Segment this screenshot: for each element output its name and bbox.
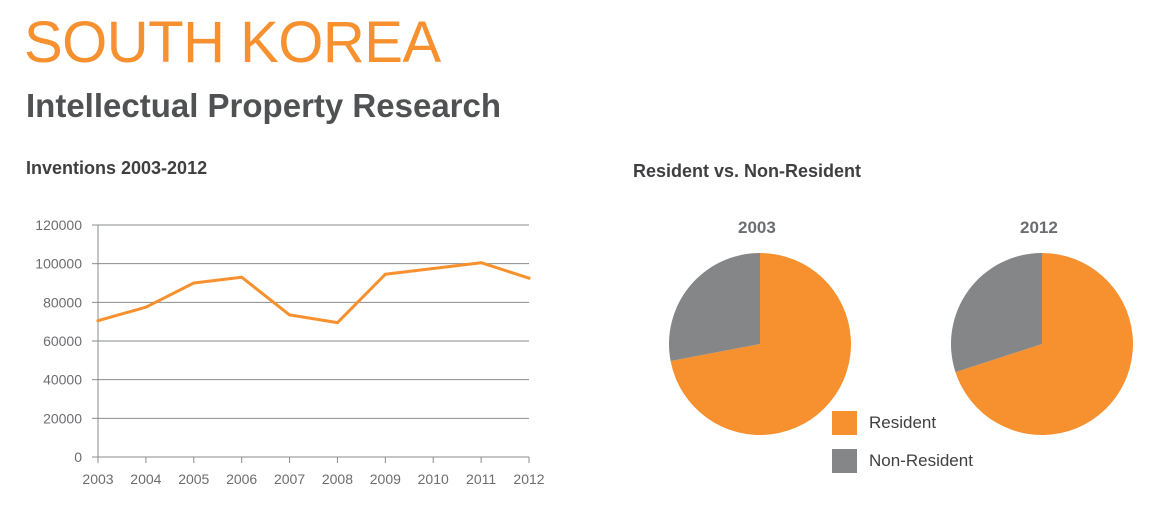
- page-subtitle: Intellectual Property Research: [26, 87, 502, 124]
- y-tick-label: 40000: [43, 372, 82, 388]
- legend-item-non-resident: Non-Resident: [832, 448, 973, 474]
- x-tick-label: 2011: [466, 471, 496, 487]
- x-tick-label: 2007: [274, 471, 305, 487]
- data-point-2005: [192, 281, 196, 285]
- x-tick-label: 2003: [82, 471, 113, 487]
- inventions-series-line: [96, 261, 531, 325]
- legend-label-resident: Resident: [869, 413, 937, 432]
- pie-2003-slice-resident: [670, 253, 852, 435]
- line-chart-title: Inventions 2003-2012: [26, 158, 208, 178]
- x-tick-label: 2004: [130, 471, 161, 487]
- data-point-2003: [96, 319, 100, 323]
- data-point-2012: [527, 276, 531, 280]
- y-tick-label: 20000: [43, 410, 82, 426]
- x-tick-label: 2005: [178, 471, 209, 487]
- pie-2012-slice-resident: [955, 253, 1134, 435]
- legend-item-resident: Resident: [832, 410, 973, 436]
- legend-label-non-resident: Non-Resident: [869, 451, 973, 470]
- y-tick-label: 60000: [43, 333, 82, 349]
- pie-2012-title: 2012: [1020, 218, 1058, 237]
- page-title: SOUTH KOREA: [24, 10, 441, 75]
- data-point-2011: [479, 261, 483, 265]
- pie-panel-title: Resident vs. Non-Resident: [633, 161, 862, 181]
- data-point-2004: [144, 305, 148, 309]
- data-point-2010: [431, 267, 435, 270]
- x-tick-label: 2012: [513, 471, 544, 487]
- pie-legend: Resident Non-Resident: [832, 410, 973, 486]
- y-tick-label: 100000: [35, 256, 82, 272]
- x-tick-label: 2010: [418, 471, 449, 487]
- pie-2012-slice-non-resident: [950, 253, 1042, 373]
- x-tick-label: 2008: [322, 471, 353, 487]
- y-tick-label: 120000: [35, 217, 82, 233]
- data-point-2007: [288, 313, 292, 317]
- x-tick-label: 2006: [226, 471, 257, 487]
- data-point-2009: [383, 272, 387, 276]
- x-tick-label: 2009: [370, 471, 401, 487]
- data-point-2008: [335, 321, 339, 325]
- y-tick-label: 0: [74, 449, 82, 465]
- pie-2003-slice-non-resident: [669, 253, 760, 362]
- y-tick-label: 80000: [43, 294, 82, 310]
- non-resident-swatch: [832, 449, 857, 473]
- data-point-2006: [240, 275, 244, 279]
- resident-swatch: [832, 411, 857, 435]
- pie-2003-title: 2003: [738, 218, 776, 237]
